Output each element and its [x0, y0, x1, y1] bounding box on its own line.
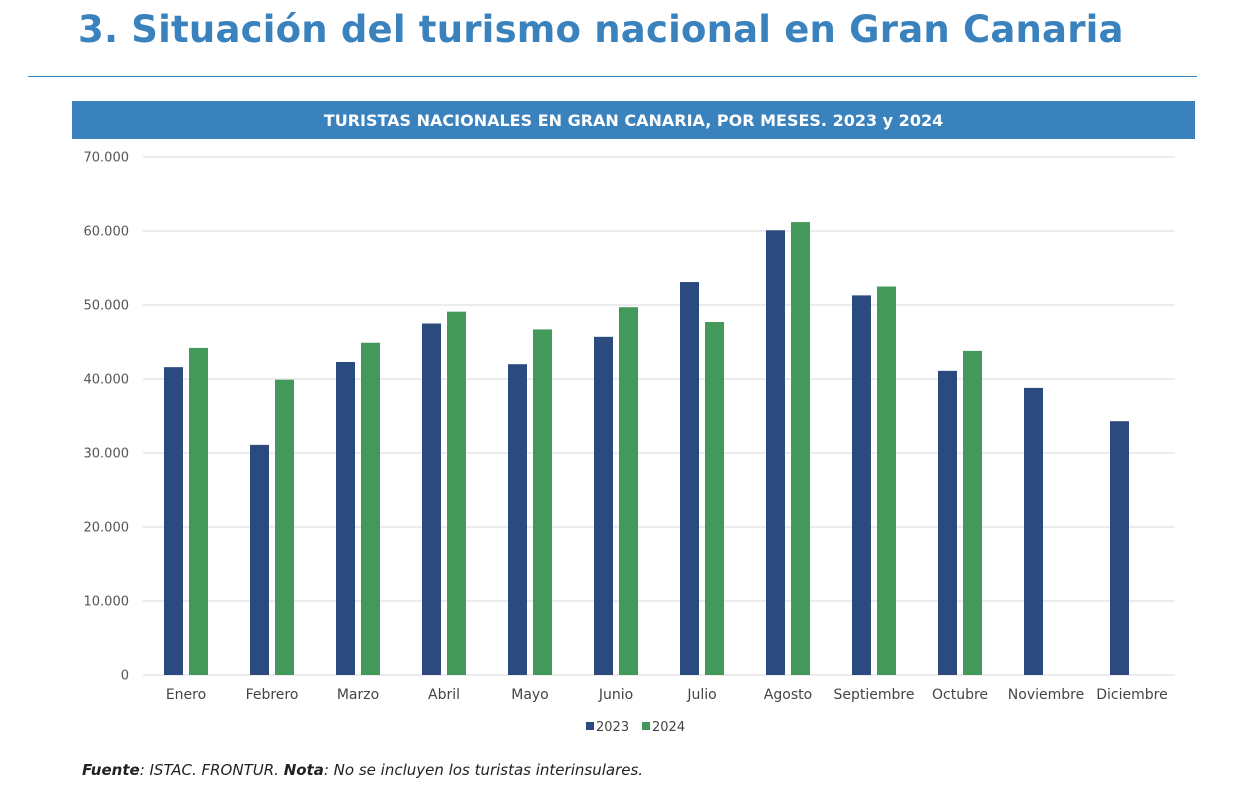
x-category-label: Marzo: [337, 687, 379, 703]
x-category-label: Diciembre: [1096, 687, 1167, 703]
footnote-note-label: Nota: [283, 761, 324, 779]
bar-2023-agosto: [766, 230, 785, 675]
legend-label-2024: 2024: [652, 720, 685, 735]
legend-swatch-2024: [642, 722, 650, 730]
footnote-note-text: : No se incluyen los turistas interinsul…: [323, 761, 644, 779]
bars: [164, 222, 1129, 675]
bar-2024-septiembre: [877, 286, 896, 675]
y-tick-label: 50.000: [84, 299, 130, 314]
x-category-label: Junio: [598, 687, 633, 703]
y-tick-label: 40.000: [84, 373, 130, 388]
x-category-label: Abril: [428, 687, 460, 703]
y-tick-label: 20.000: [84, 521, 130, 536]
bar-2023-marzo: [336, 361, 355, 675]
x-category-label: Septiembre: [834, 687, 915, 703]
bar-2023-enero: [164, 367, 183, 675]
y-tick-label: 70.000: [84, 151, 130, 166]
bar-2023-julio: [680, 282, 699, 675]
x-category-label: Octubre: [932, 687, 988, 703]
legend: 2023 2024: [586, 720, 685, 735]
gridlines: [143, 156, 1175, 676]
bar-2024-octubre: [963, 350, 982, 675]
y-tick-label: 60.000: [84, 225, 130, 240]
bar-2024-mayo: [533, 329, 552, 675]
x-category-label: Febrero: [246, 687, 299, 703]
bar-2024-abril: [447, 311, 466, 675]
footnote-source-text: : ISTAC. FRONTUR.: [139, 761, 284, 779]
footnote-source-label: Fuente: [82, 761, 140, 779]
bar-2023-noviembre: [1024, 387, 1043, 675]
title-divider: [28, 76, 1197, 77]
bar-2023-octubre: [938, 370, 957, 675]
x-category-label: Enero: [166, 687, 206, 703]
x-category-label: Noviembre: [1008, 687, 1084, 703]
bar-2023-septiembre: [852, 295, 871, 675]
bar-2024-febrero: [275, 379, 294, 675]
bar-2024-enero: [189, 347, 208, 675]
y-tick-label: 10.000: [84, 595, 130, 610]
y-tick-label: 0: [121, 669, 129, 684]
footnote: Fuente: ISTAC. FRONTUR. Nota: No se incl…: [82, 761, 643, 779]
bar-2023-mayo: [508, 364, 527, 675]
bar-2023-abril: [422, 323, 441, 675]
y-axis-tick-labels: 0 10.000 20.000 30.000 40.000 50.000 60.000 70.…: [84, 151, 130, 684]
x-category-label: Julio: [686, 687, 716, 703]
bar-2024-julio: [705, 322, 724, 675]
x-category-label: Agosto: [764, 687, 812, 703]
page-title: 3. Situación del turismo nacional en Gra…: [78, 8, 1124, 51]
legend-swatch-2023: [586, 722, 594, 730]
chart-title: TURISTAS NACIONALES EN GRAN CANARIA, POR…: [72, 101, 1195, 139]
bar-2024-marzo: [361, 342, 380, 675]
bar-2023-febrero: [250, 444, 269, 675]
x-axis-category-labels: Enero Febrero Marzo Abril Mayo Junio Julio Agos…: [166, 687, 1168, 703]
x-category-label: Mayo: [511, 687, 549, 703]
y-tick-label: 30.000: [84, 447, 130, 462]
bar-2023-junio: [594, 336, 613, 675]
bar-2023-diciembre: [1110, 421, 1129, 675]
bar-2024-agosto: [791, 222, 810, 675]
bar-2024-junio: [619, 307, 638, 675]
legend-label-2023: 2023: [596, 720, 629, 735]
